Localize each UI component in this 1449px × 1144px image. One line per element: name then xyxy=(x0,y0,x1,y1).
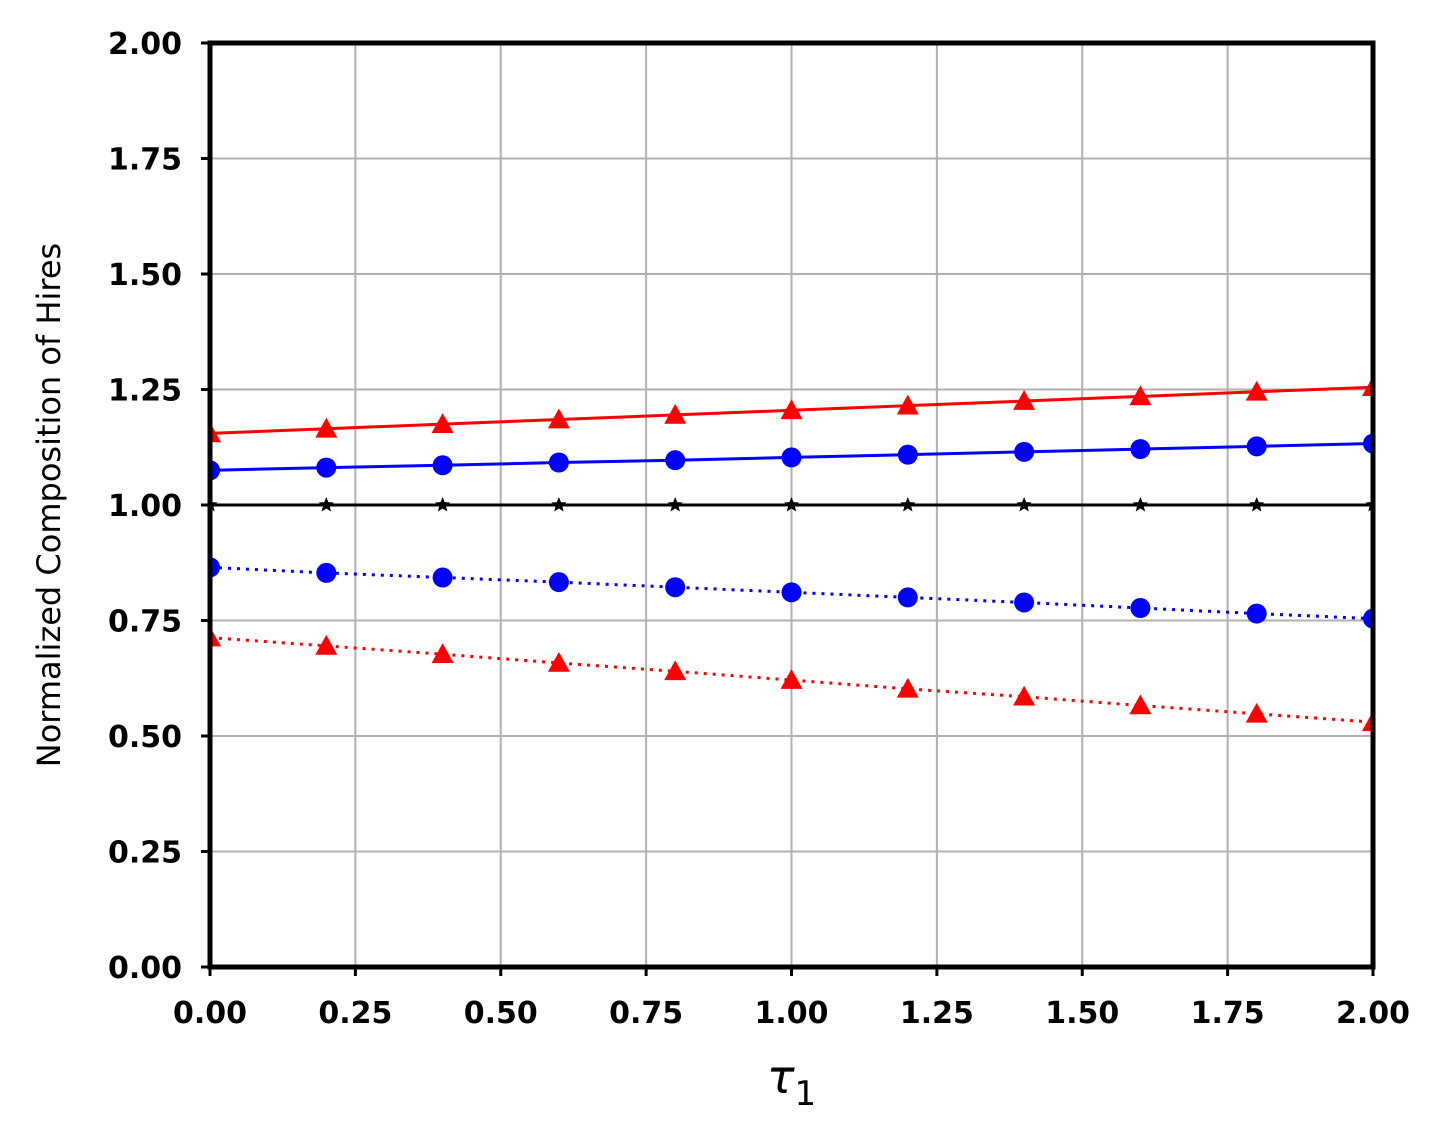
x-tick-label: 0.25 xyxy=(318,996,392,1031)
y-tick-label: 0.50 xyxy=(108,720,182,755)
data-point xyxy=(1014,592,1035,613)
data-point xyxy=(1362,711,1373,731)
data-point xyxy=(432,455,453,476)
x-tick-label: 1.75 xyxy=(1191,996,1265,1031)
y-tick-label: 0.00 xyxy=(108,951,182,986)
data-point xyxy=(1246,436,1267,457)
data-point xyxy=(780,399,803,420)
y-tick-label: 2.00 xyxy=(108,27,182,62)
x-axis-label-symbol: τ xyxy=(767,1050,795,1104)
series-3 xyxy=(210,557,1373,629)
series-1 xyxy=(210,433,1373,481)
data-point xyxy=(1132,497,1149,512)
x-axis-label-subscript: 1 xyxy=(795,1074,817,1114)
x-tick-label: 0.75 xyxy=(609,996,683,1031)
x-axis-label: τ1 xyxy=(767,1050,816,1114)
x-tick-label: 0.00 xyxy=(173,996,247,1031)
data-point xyxy=(210,626,221,647)
y-tick-label: 1.00 xyxy=(108,489,182,524)
data-point xyxy=(664,403,687,424)
x-tick-label: 0.50 xyxy=(464,996,538,1031)
data-point xyxy=(1016,497,1032,512)
data-point xyxy=(432,567,453,588)
data-point xyxy=(900,497,916,512)
y-tick-label: 0.25 xyxy=(108,836,182,871)
series-0 xyxy=(210,376,1373,443)
data-point xyxy=(1129,694,1152,715)
data-point xyxy=(1246,603,1267,624)
data-point xyxy=(1245,380,1268,401)
x-tick-label: 1.00 xyxy=(754,996,828,1031)
data-point xyxy=(1013,685,1036,706)
data-point xyxy=(316,562,337,583)
series-4 xyxy=(210,626,1373,731)
data-point xyxy=(897,444,918,465)
data-point xyxy=(547,408,570,429)
data-point xyxy=(434,497,451,512)
y-tick-label: 1.50 xyxy=(108,258,182,293)
series-layer xyxy=(210,376,1373,731)
data-point xyxy=(665,450,686,471)
y-tick-label: 1.75 xyxy=(108,143,182,178)
data-point xyxy=(1129,385,1152,406)
data-point xyxy=(548,452,569,473)
data-point xyxy=(896,394,919,415)
data-point xyxy=(431,413,454,433)
data-point xyxy=(431,643,454,664)
data-point xyxy=(780,669,803,689)
x-tick-label: 1.25 xyxy=(900,996,974,1031)
data-point xyxy=(548,572,569,593)
data-point xyxy=(1362,376,1373,396)
ticks: 0.00 0.25 0.50 0.75 1.00 1.25 1.50 1.75 2.00 0.00… xyxy=(108,27,1410,1031)
x-tick-label: 1.50 xyxy=(1045,996,1119,1031)
data-point xyxy=(1130,598,1151,619)
data-point xyxy=(783,497,800,512)
data-point xyxy=(1245,702,1268,723)
data-point xyxy=(1014,441,1035,462)
data-point xyxy=(210,422,221,443)
data-point xyxy=(316,457,337,478)
y-tick-label: 1.25 xyxy=(108,374,182,409)
data-point xyxy=(318,497,334,512)
y-axis-label: Normalized Composition of Hires xyxy=(30,243,68,767)
data-point xyxy=(781,447,802,468)
data-point xyxy=(897,587,918,608)
x-tick-label: 2.00 xyxy=(1336,996,1410,1031)
data-point xyxy=(315,417,338,438)
data-point xyxy=(551,497,567,512)
data-point xyxy=(664,660,687,681)
data-point xyxy=(1130,439,1151,460)
data-point xyxy=(665,577,686,598)
data-point xyxy=(547,652,570,672)
y-tick-label: 0.75 xyxy=(108,605,182,640)
data-point xyxy=(1249,497,1265,512)
data-point xyxy=(1013,390,1036,410)
data-point xyxy=(667,497,683,512)
data-point xyxy=(315,634,338,655)
data-point xyxy=(896,677,919,698)
data-point xyxy=(781,582,802,603)
